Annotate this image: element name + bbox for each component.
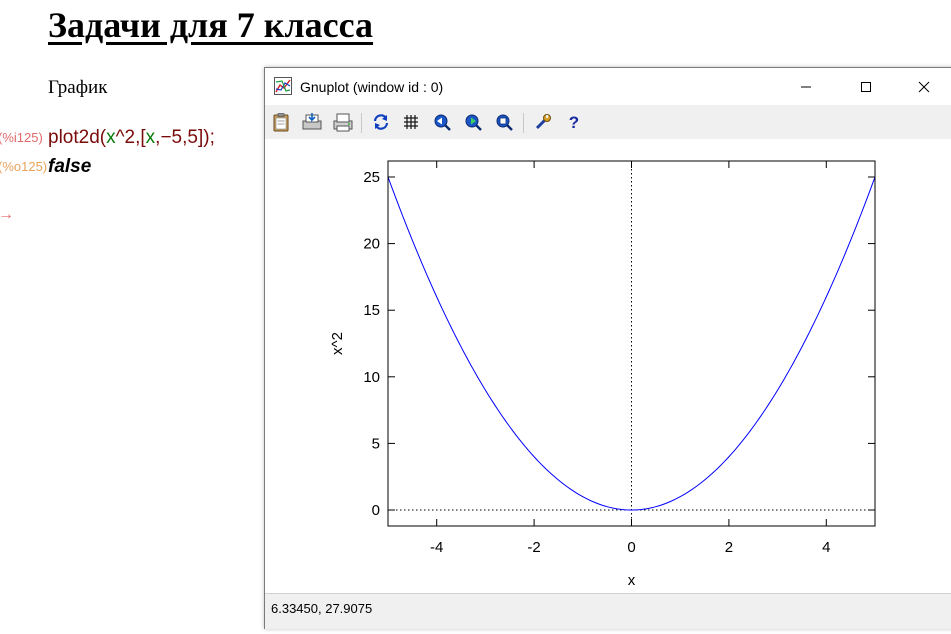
code-paren-close: ); [203, 127, 215, 148]
print-icon [302, 113, 322, 130]
series-line [387, 176, 876, 511]
close-icon [918, 81, 930, 92]
code-range-lo: −5 [160, 127, 183, 148]
maximize-icon [861, 81, 871, 92]
code-paren-open: ( [99, 127, 107, 148]
plot-canvas[interactable]: 0 5 10 15 20 25 -4 -2 0 2 4 x x^2 [265, 139, 951, 593]
options-icon [535, 114, 551, 130]
gnuplot-window[interactable]: Gnuplot (window id : 0) [264, 67, 951, 629]
close-button[interactable] [901, 68, 947, 105]
input-cell-code[interactable]: plot2d(x^2,[x,−5,5]); [48, 127, 215, 149]
input-cell-label: (%i125) [0, 130, 43, 145]
window-title: Gnuplot (window id : 0) [300, 79, 444, 95]
gnuplot-toolbar: ? [265, 105, 951, 139]
y-tick-label: 20 [363, 236, 380, 253]
y-tick-label: 15 [363, 302, 380, 319]
print-button[interactable] [301, 111, 323, 133]
grid-icon [404, 115, 418, 129]
printer-icon [333, 113, 353, 132]
code-bracket-open: [ [140, 127, 146, 148]
y-axis-label: x^2 [329, 332, 346, 355]
cursor-coordinates: 6.33450, 27.9075 [271, 601, 373, 616]
x-tick-label: -4 [430, 539, 443, 556]
help-button[interactable]: ? [563, 111, 585, 133]
copy-clipboard-button[interactable] [270, 111, 292, 133]
minimize-icon [801, 86, 811, 87]
zoom-previous-icon [434, 114, 451, 131]
code-range-var: x [145, 127, 156, 148]
replot-button[interactable] [370, 111, 392, 133]
x-axis-label: x [628, 572, 636, 589]
code-bracket-close: ] [197, 127, 204, 148]
autoscale-icon [496, 114, 513, 131]
section-text[interactable]: График [48, 77, 108, 98]
y-tick-label: 10 [363, 369, 380, 386]
toolbar-separator [361, 113, 362, 133]
autoscale-button[interactable] [493, 111, 515, 133]
plot-svg: 0 5 10 15 20 25 -4 -2 0 2 4 x x^2 [329, 160, 876, 589]
cell-cursor-arrow-icon: → [0, 206, 14, 223]
x-tick-label: -2 [527, 539, 540, 556]
y-tick-label: 5 [372, 435, 380, 452]
zoom-next-icon [465, 114, 482, 131]
replot-icon [373, 114, 389, 130]
code-function: plot2d [48, 127, 100, 148]
window-titlebar[interactable]: Gnuplot (window id : 0) [265, 68, 951, 105]
printer-button[interactable] [332, 111, 354, 133]
grid-button[interactable] [400, 111, 422, 133]
help-icon: ? [569, 113, 579, 131]
copy-clipboard-icon [273, 113, 289, 132]
toolbar-separator [523, 113, 524, 133]
code-comma: , [135, 127, 141, 148]
minimize-button[interactable] [783, 68, 829, 105]
gnuplot-app-icon [274, 77, 292, 95]
output-cell-value: false [48, 156, 92, 177]
x-tick-label: 4 [822, 539, 830, 556]
y-tick-label: 25 [363, 169, 380, 186]
document-title: Задачи для 7 класса [48, 5, 374, 45]
zoom-next-button[interactable] [462, 111, 484, 133]
code-comma: , [182, 127, 188, 148]
status-bar: 6.33450, 27.9075 [265, 593, 951, 629]
code-expr-rest: ^2 [115, 127, 136, 148]
code-comma: , [155, 127, 161, 148]
output-cell-label: (%o125) [0, 159, 48, 174]
maximize-button[interactable] [843, 68, 889, 105]
zoom-previous-button[interactable] [431, 111, 453, 133]
x-tick-label: 2 [725, 539, 733, 556]
y-tick-label: 0 [372, 502, 380, 519]
x-tick-label: 0 [627, 539, 635, 556]
svg-text:?: ? [569, 113, 579, 131]
options-button[interactable] [532, 111, 554, 133]
plot-border [387, 160, 876, 527]
code-range-hi: 5 [187, 127, 198, 148]
code-expr-var: x [106, 127, 116, 148]
